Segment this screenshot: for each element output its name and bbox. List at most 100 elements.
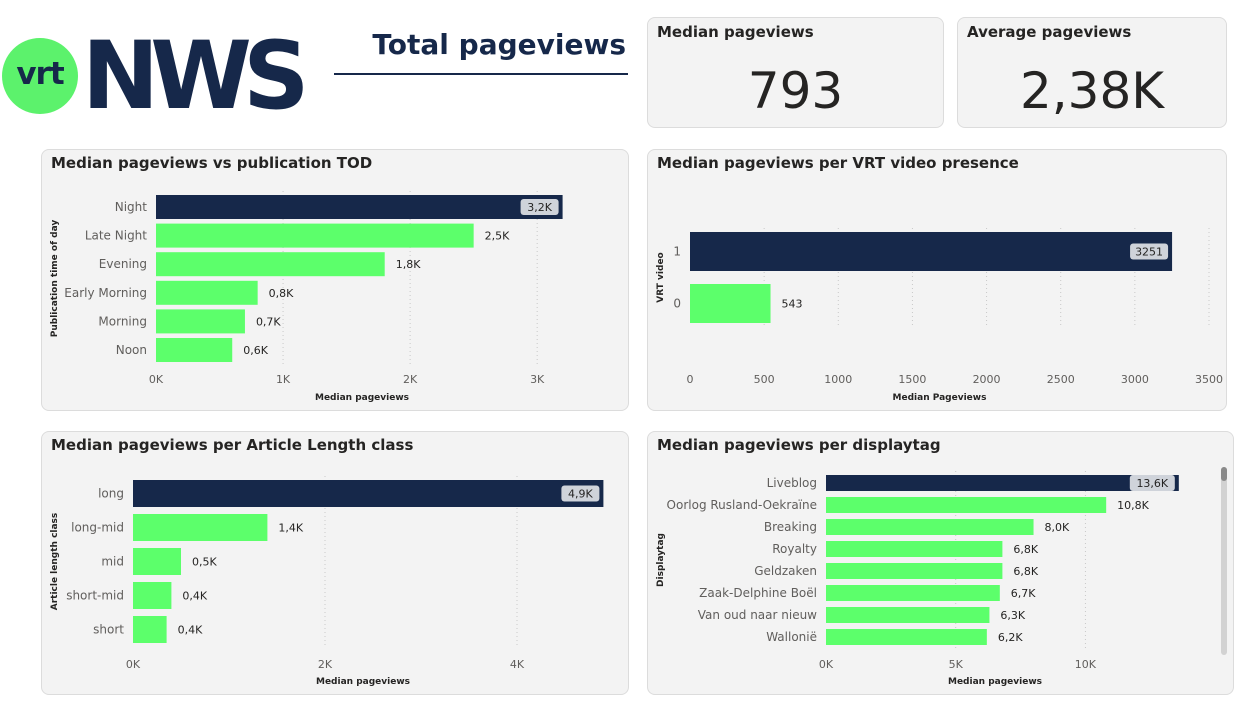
- kpi-label: Average pageviews: [967, 23, 1132, 41]
- bar: [133, 548, 181, 575]
- scrollbar-thumb[interactable]: [1221, 467, 1227, 481]
- x-tick-label: 2K: [403, 373, 418, 386]
- data-label: 4,9K: [568, 488, 593, 501]
- chart-title: Median pageviews vs publication TOD: [51, 154, 373, 172]
- data-label-box: [1130, 243, 1169, 260]
- bar: [826, 497, 1107, 513]
- kpi-card-median[interactable]: Median pageviews 793: [647, 17, 944, 128]
- x-axis-label: Median pageviews: [315, 393, 409, 403]
- x-tick-label: 3000: [1121, 373, 1149, 386]
- x-tick-label: 2000: [973, 373, 1001, 386]
- category-label: short-mid: [66, 589, 124, 603]
- y-axis-label: Article length class: [50, 513, 60, 611]
- x-tick-label: 3K: [530, 373, 545, 386]
- bar: [826, 519, 1034, 535]
- chart-title: Median pageviews per displaytag: [657, 436, 941, 454]
- category-label: Liveblog: [767, 476, 817, 490]
- bar: [156, 223, 474, 248]
- y-axis-label: Displaytag: [656, 533, 666, 587]
- category-label: long: [98, 487, 124, 501]
- data-label: 1,8K: [396, 258, 421, 271]
- data-label: 0,8K: [269, 287, 294, 300]
- data-label: 543: [782, 298, 803, 311]
- bar: [133, 582, 172, 609]
- category-label: mid: [101, 555, 124, 569]
- vrt-nws-logo: vrt NWS: [2, 22, 309, 131]
- data-label-box: [1129, 475, 1175, 491]
- x-tick-label: 1000: [824, 373, 852, 386]
- bar-chart-displaytag: 0K 5K 10K Median pageviews Displaytag Liveblo…: [656, 471, 1179, 687]
- bar: [826, 607, 990, 623]
- chart-card-length[interactable]: Median pageviews per Article Length clas…: [41, 431, 629, 695]
- bar: [156, 280, 258, 305]
- data-label: 6,3K: [1000, 609, 1025, 622]
- logo-nws-text: NWS: [82, 22, 309, 131]
- chart-card-video[interactable]: Median pageviews per VRT video presence …: [647, 149, 1227, 411]
- x-tick-label: 0K: [149, 373, 164, 386]
- bar: [156, 309, 245, 334]
- data-label: 0,4K: [178, 624, 203, 637]
- category-label: Early Morning: [64, 286, 147, 300]
- logo-vrt-text: vrt: [16, 56, 64, 92]
- category-label: Geldzaken: [754, 564, 817, 578]
- category-label: Oorlog Rusland-Oekraïne: [667, 498, 817, 512]
- bar-chart-tod: 0K 1K 2K 3K Median pageviews Publication time…: [50, 191, 563, 403]
- x-tick-label: 4K: [510, 658, 525, 671]
- x-axis-label: Median pageviews: [316, 677, 410, 687]
- data-label: 0,5K: [192, 556, 217, 569]
- data-label: 2,5K: [485, 230, 510, 243]
- x-tick-label: 1500: [898, 373, 926, 386]
- chart-card-tod[interactable]: Median pageviews vs publication TOD 0K 1K…: [41, 149, 629, 411]
- logo-circle: [2, 38, 78, 114]
- bar: [156, 195, 563, 219]
- vertical-scrollbar[interactable]: [1221, 467, 1227, 655]
- bar: [133, 514, 268, 541]
- data-label: 6,7K: [1011, 587, 1036, 600]
- chart-title: Median pageviews per Article Length clas…: [51, 436, 414, 454]
- x-axis-label: Median pageviews: [948, 677, 1042, 687]
- category-label: short: [93, 623, 124, 637]
- x-tick-label: 0: [687, 373, 694, 386]
- bar: [826, 563, 1003, 579]
- bar: [826, 475, 1179, 491]
- bar-chart-video: 0 500 1000 1500 2000 2500 3000 3500 Median Pagev…: [656, 228, 1223, 403]
- x-axis-label: Median Pageviews: [893, 393, 987, 403]
- data-label: 8,0K: [1045, 521, 1070, 534]
- kpi-card-average[interactable]: Average pageviews 2,38K: [957, 17, 1227, 128]
- category-label: long-mid: [71, 521, 124, 535]
- chart-card-displaytag[interactable]: Median pageviews per displaytag 0K 5K 10K M…: [647, 431, 1234, 695]
- x-tick-label: 2K: [318, 658, 333, 671]
- data-label-box: [520, 199, 559, 215]
- data-label: 0,4K: [182, 590, 207, 603]
- category-label: 1: [673, 245, 681, 259]
- category-label: Late Night: [85, 229, 147, 243]
- data-label: 6,2K: [998, 631, 1023, 644]
- category-label: Breaking: [764, 520, 817, 534]
- data-label: 13,6K: [1136, 477, 1168, 490]
- bar: [826, 585, 1000, 601]
- x-tick-label: 5K: [949, 658, 964, 671]
- category-label: Noon: [116, 343, 147, 357]
- category-label: Morning: [98, 314, 147, 328]
- data-label: 10,8K: [1117, 499, 1149, 512]
- x-tick-label: 2500: [1047, 373, 1075, 386]
- x-tick-label: 10K: [1075, 658, 1097, 671]
- page-title: Total pageviews: [372, 28, 626, 61]
- category-label: Zaak-Delphine Boël: [699, 586, 817, 600]
- category-label: Night: [115, 200, 148, 214]
- kpi-label: Median pageviews: [657, 23, 814, 41]
- data-label: 3251: [1135, 246, 1163, 259]
- data-label: 3,2K: [527, 201, 552, 214]
- bar: [690, 232, 1173, 271]
- data-label: 6,8K: [1013, 543, 1038, 556]
- chart-title: Median pageviews per VRT video presence: [657, 154, 1019, 172]
- x-tick-label: 0K: [819, 658, 834, 671]
- data-label: 1,4K: [278, 522, 303, 535]
- x-tick-label: 3500: [1195, 373, 1223, 386]
- data-label: 0,7K: [256, 315, 281, 328]
- data-label: 0,6K: [243, 344, 268, 357]
- data-label-box: [561, 485, 600, 502]
- bar: [156, 252, 385, 277]
- y-axis-label: VRT video: [656, 252, 666, 302]
- bar-chart-length: 0K 2K 4K Median pageviews Article length cla…: [50, 476, 604, 687]
